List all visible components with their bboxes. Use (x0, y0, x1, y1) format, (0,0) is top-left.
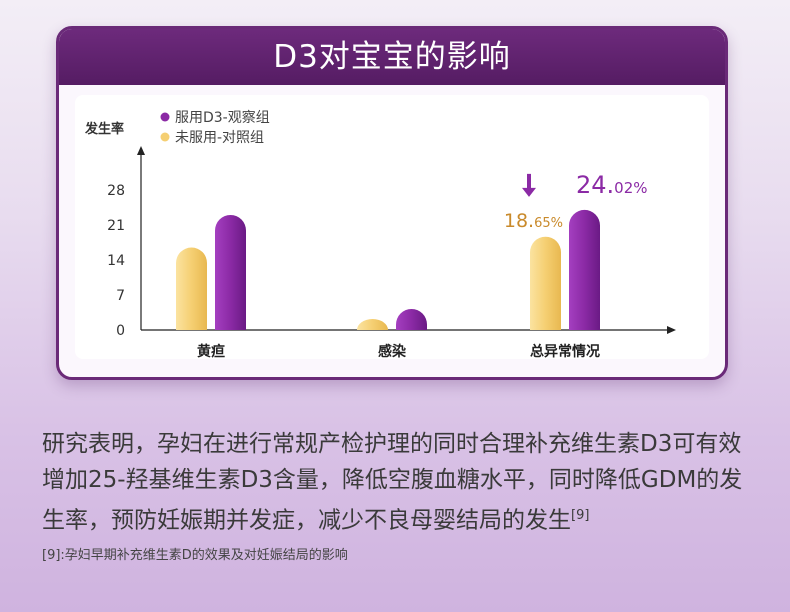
legend-label: 服用D3-观察组 (175, 109, 270, 126)
bar (215, 215, 246, 330)
y-tick-label: 7 (116, 288, 125, 304)
bar (176, 247, 207, 330)
bar (569, 209, 600, 330)
y-axis-arrow (137, 146, 145, 155)
legend-marker (160, 132, 170, 142)
citation-marker: [9] (571, 508, 590, 523)
y-tick-label: 0 (116, 323, 125, 339)
paragraph-text: 研究表明，孕妇在进行常规产检护理的同时合理补充维生素D3可有效增加25-羟基维生… (42, 431, 743, 534)
data-label: 18.65% (504, 210, 563, 232)
data-label: 24.02% (576, 171, 648, 199)
bar (357, 319, 388, 330)
legend-marker (160, 112, 170, 122)
y-axis-label: 发生率 (84, 121, 124, 137)
x-tick-label: 总异常情况 (530, 343, 600, 360)
y-tick-label: 21 (107, 218, 125, 234)
bar (530, 236, 561, 330)
down-arrow-icon (522, 173, 536, 197)
x-tick-label: 黄疸 (197, 343, 225, 360)
x-axis-arrow (667, 326, 676, 334)
description-paragraph: 研究表明，孕妇在进行常规产检护理的同时合理补充维生素D3可有效增加25-羟基维生… (42, 426, 762, 539)
x-tick-label: 感染 (378, 343, 407, 360)
legend-label: 未服用-对照组 (175, 130, 264, 146)
y-tick-label: 14 (107, 253, 125, 269)
y-tick-label: 28 (107, 183, 125, 199)
plot-panel (75, 95, 709, 359)
bar (396, 309, 427, 330)
chart-title: D3对宝宝的影响 (59, 29, 725, 85)
chart-card: D3对宝宝的影响 发生率 服用D3-观察组 未服用-对照组 0 7 14 21 28 黄疸 感染 总… (56, 26, 728, 380)
footnote: [9]:孕妇早期补充维生素D的效果及对妊娠结局的影响 (42, 548, 348, 563)
